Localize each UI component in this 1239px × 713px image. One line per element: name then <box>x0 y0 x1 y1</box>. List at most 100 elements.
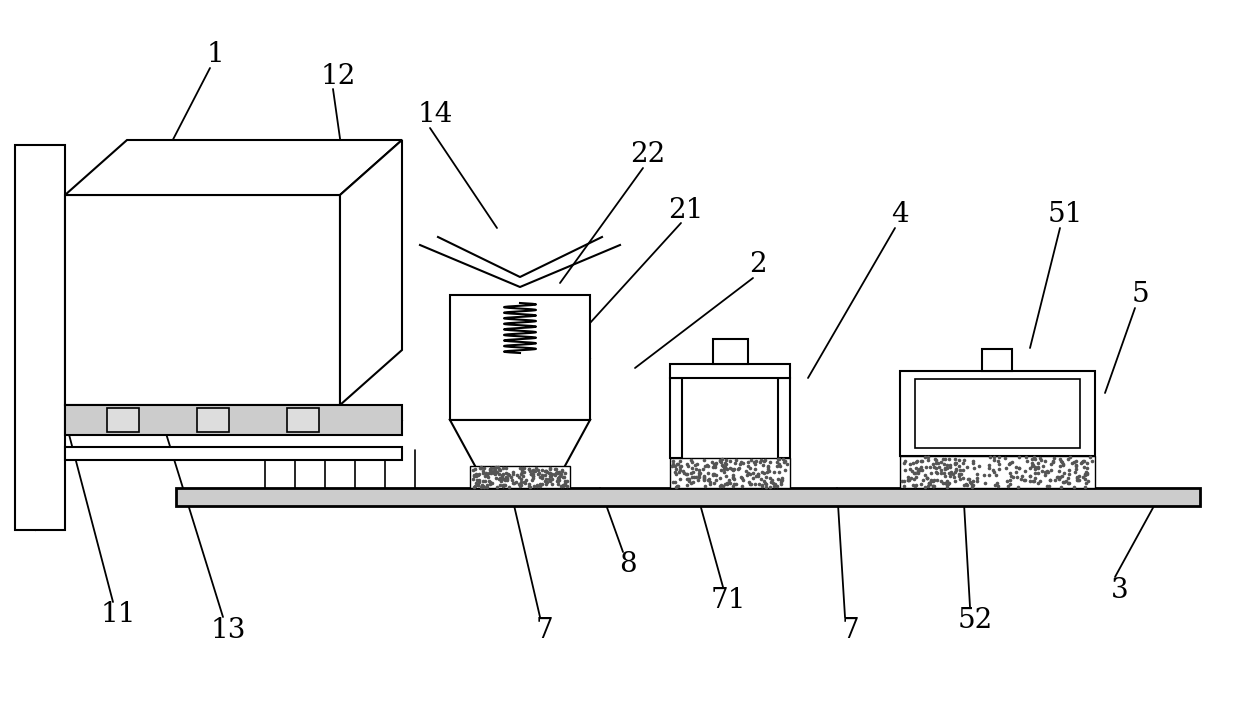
Point <box>549 474 569 486</box>
Point <box>1051 461 1070 472</box>
Point <box>506 476 525 488</box>
Point <box>486 464 506 476</box>
Point <box>502 474 522 486</box>
Point <box>710 454 730 466</box>
Point <box>679 473 699 485</box>
Point <box>541 468 561 480</box>
Point <box>989 456 1009 467</box>
Point <box>548 475 567 486</box>
Point <box>686 463 706 475</box>
Point <box>963 476 983 487</box>
Point <box>731 471 751 482</box>
Point <box>486 465 506 476</box>
Point <box>722 472 742 483</box>
Point <box>493 481 513 492</box>
Point <box>942 466 961 478</box>
Point <box>512 462 532 473</box>
Point <box>986 469 1006 481</box>
Point <box>1009 463 1028 474</box>
Point <box>720 456 740 467</box>
Point <box>954 480 974 491</box>
Point <box>509 478 529 489</box>
Point <box>1036 466 1056 478</box>
Point <box>939 478 959 489</box>
Point <box>1004 471 1023 483</box>
Point <box>964 462 984 473</box>
Point <box>1041 474 1061 486</box>
Point <box>1074 469 1094 481</box>
Point <box>681 471 701 482</box>
Point <box>681 478 701 489</box>
Text: 52: 52 <box>958 607 992 633</box>
Point <box>979 463 999 474</box>
Point <box>667 463 686 474</box>
Point <box>924 481 944 492</box>
Point <box>484 466 504 477</box>
Point <box>540 471 560 482</box>
Point <box>716 454 736 466</box>
Point <box>719 475 738 486</box>
Point <box>743 472 763 483</box>
Point <box>767 480 787 491</box>
Point <box>467 474 487 486</box>
Point <box>921 476 940 487</box>
Point <box>523 468 543 480</box>
Bar <box>64 447 401 460</box>
Bar <box>670 378 681 458</box>
Point <box>1041 464 1061 476</box>
Point <box>959 473 979 485</box>
Point <box>1077 466 1097 478</box>
Point <box>726 455 746 466</box>
Point <box>1000 457 1020 468</box>
Point <box>945 475 965 486</box>
Point <box>999 481 1018 492</box>
Point <box>463 481 483 493</box>
Point <box>476 476 496 487</box>
Polygon shape <box>450 420 590 475</box>
Point <box>906 480 926 491</box>
Point <box>751 473 771 485</box>
Point <box>479 478 499 489</box>
Point <box>935 463 955 475</box>
Point <box>683 476 703 488</box>
Point <box>919 478 939 490</box>
Point <box>536 466 556 477</box>
Point <box>763 477 783 488</box>
Point <box>473 481 493 492</box>
Point <box>1074 456 1094 467</box>
Point <box>1032 454 1052 466</box>
Point <box>987 477 1007 488</box>
Point <box>673 466 693 477</box>
Point <box>472 480 492 491</box>
Point <box>520 481 540 493</box>
Point <box>553 465 572 476</box>
Point <box>515 474 535 486</box>
Point <box>928 458 948 469</box>
Bar <box>450 295 590 420</box>
Point <box>1037 465 1057 476</box>
Point <box>724 463 743 475</box>
Point <box>980 451 1000 463</box>
Point <box>494 479 514 491</box>
Point <box>741 478 761 489</box>
Point <box>966 472 986 483</box>
Point <box>465 469 484 481</box>
Point <box>999 458 1018 470</box>
Point <box>938 475 958 486</box>
Point <box>753 460 773 471</box>
Point <box>670 465 690 476</box>
Text: 22: 22 <box>631 141 665 168</box>
Point <box>914 481 934 493</box>
Point <box>900 458 919 470</box>
Point <box>487 466 507 478</box>
Point <box>509 478 529 489</box>
Point <box>523 471 543 482</box>
Bar <box>914 379 1080 448</box>
Point <box>953 464 973 476</box>
Point <box>961 479 981 491</box>
Text: 3: 3 <box>1111 577 1129 603</box>
Point <box>912 464 932 476</box>
Point <box>927 474 947 486</box>
Point <box>927 467 947 478</box>
Point <box>776 455 795 466</box>
